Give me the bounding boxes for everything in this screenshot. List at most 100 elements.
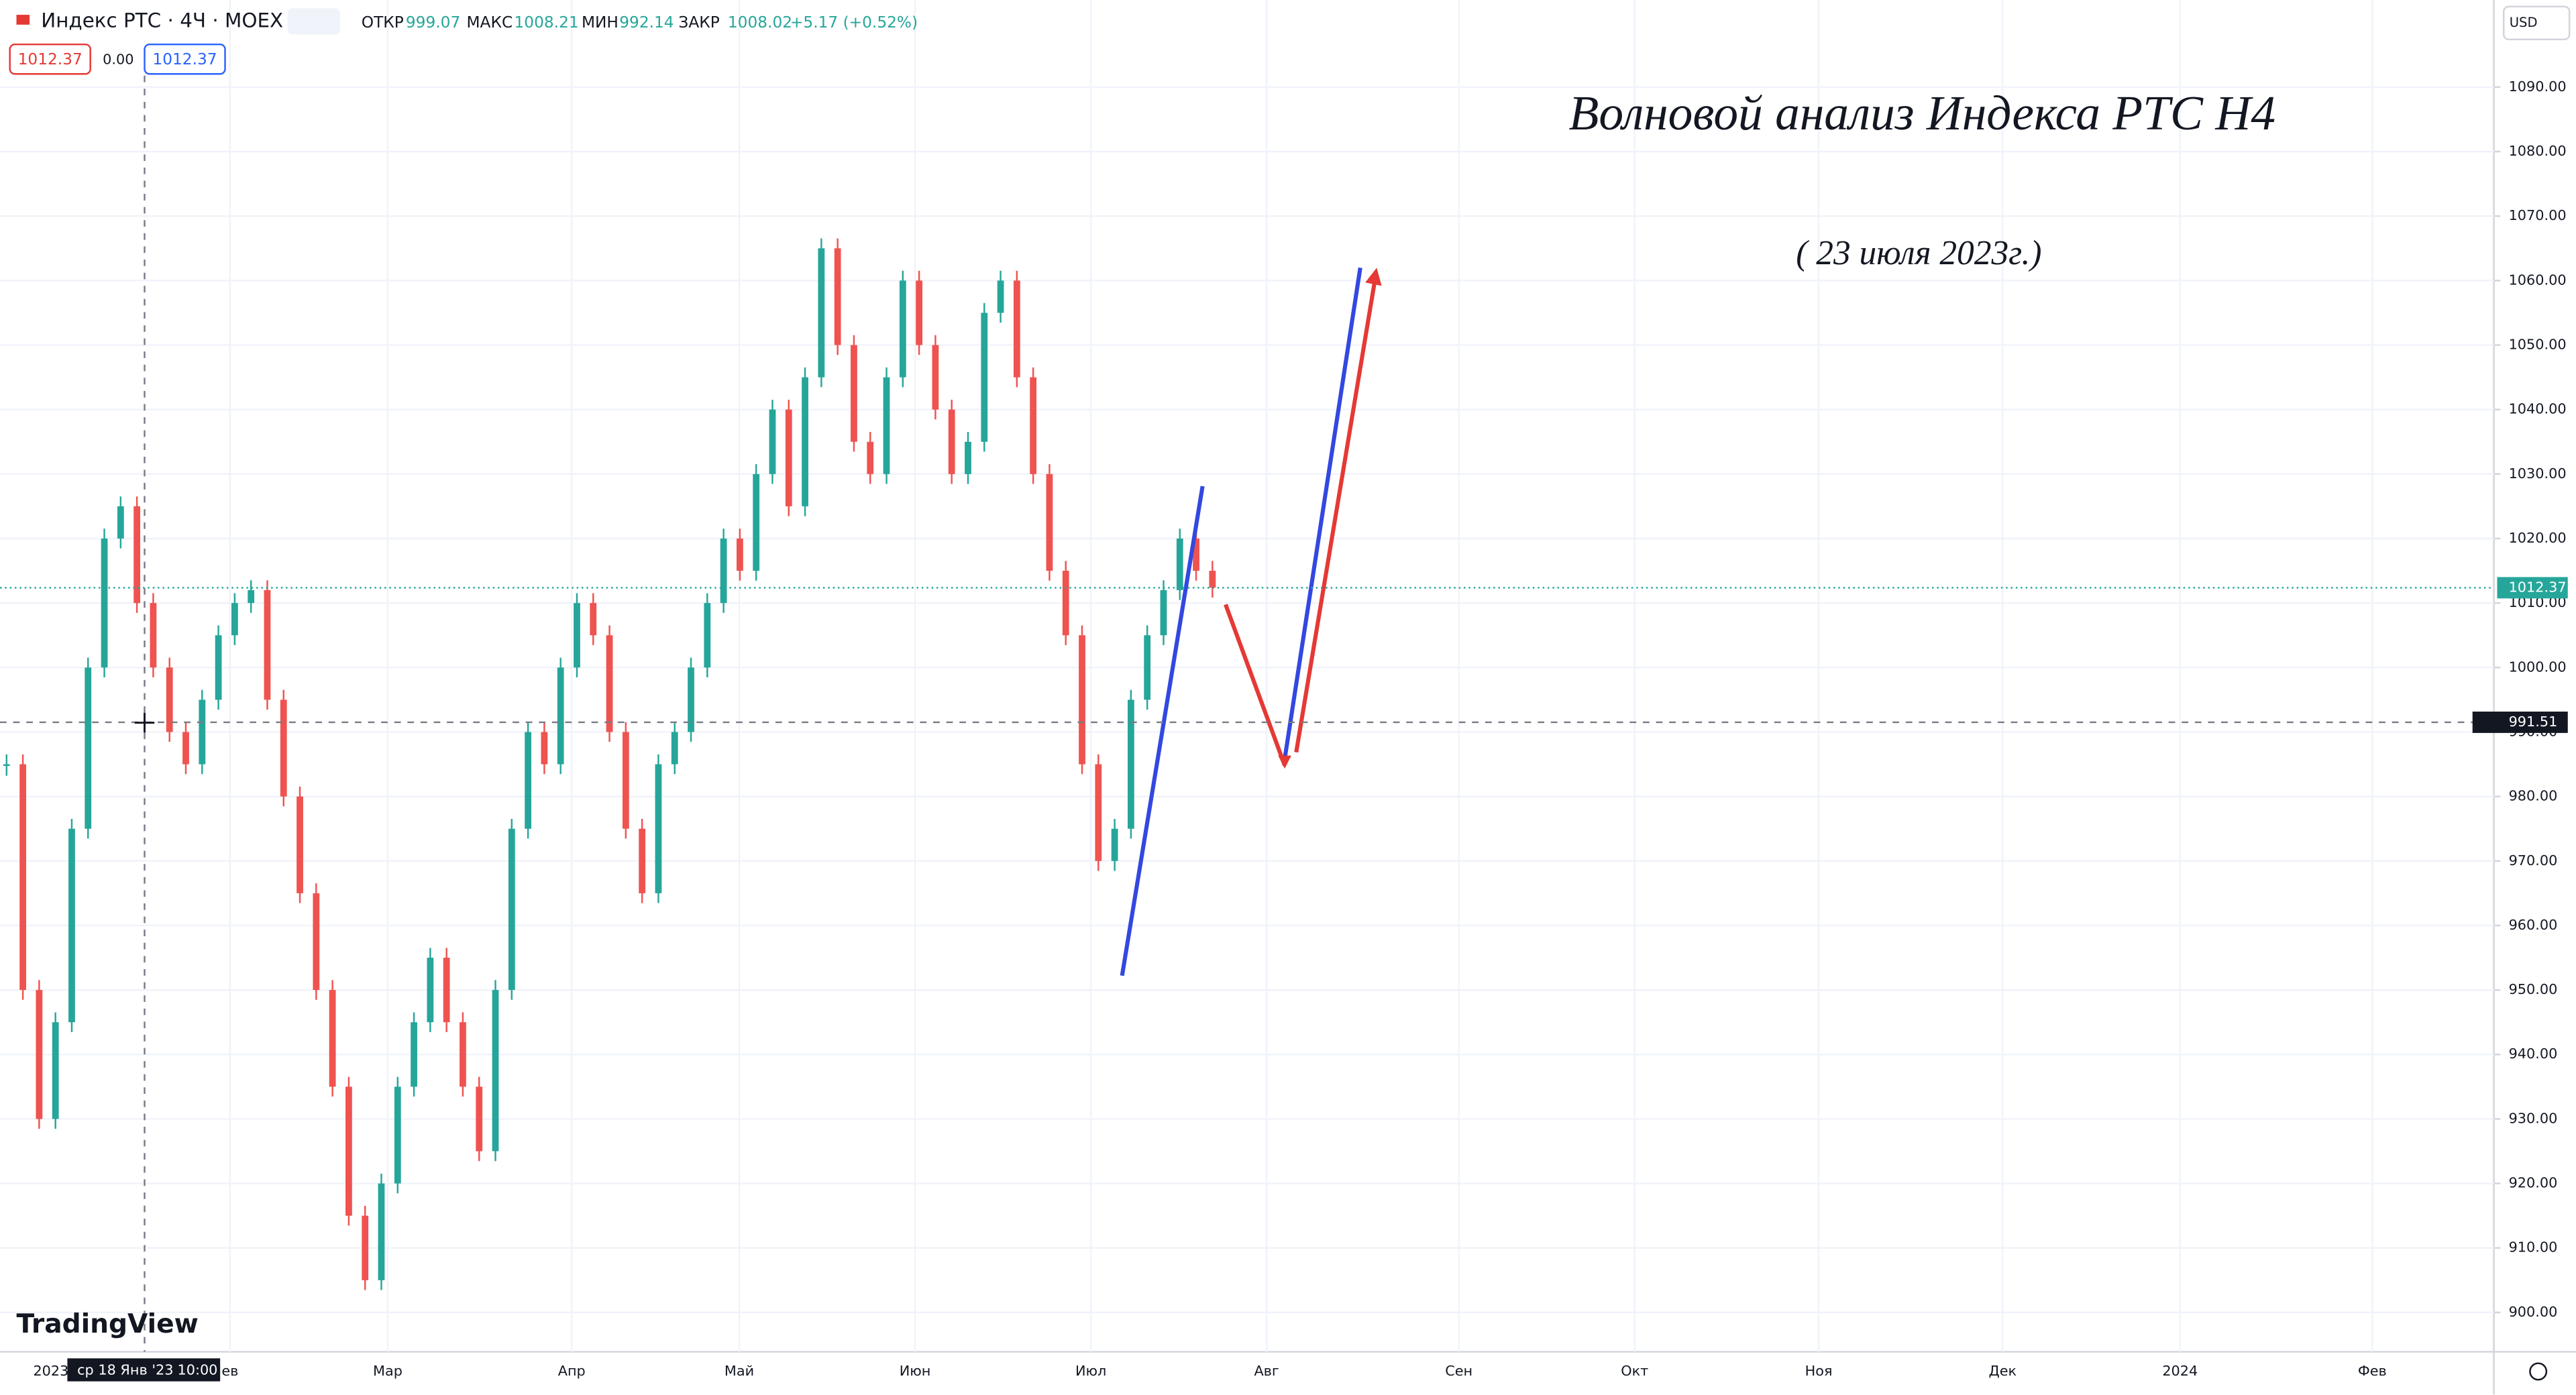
y-tick-label: 900.00 xyxy=(2509,1304,2558,1320)
candle xyxy=(883,377,890,474)
crosshair-cursor xyxy=(134,712,155,733)
candle xyxy=(769,409,776,474)
y-tick-label: 970.00 xyxy=(2509,852,2558,869)
candle xyxy=(52,1022,59,1119)
candle xyxy=(997,280,1004,313)
change: +5.17 (+0.52%) xyxy=(790,13,918,32)
toggle[interactable] xyxy=(287,8,340,35)
label: МИН xyxy=(582,13,619,32)
candle xyxy=(1013,280,1020,378)
x-tick-label: 2023 xyxy=(33,1363,68,1379)
chart-title: Волновой анализ Индекса РТС Н4 xyxy=(1568,86,2275,140)
y-tick-label: 1000.00 xyxy=(2509,659,2567,675)
candle xyxy=(248,590,255,604)
x-tick-label: Фев xyxy=(2358,1363,2387,1379)
candle xyxy=(655,764,662,893)
candle xyxy=(36,990,43,1119)
x-tick-label: 2024 xyxy=(2162,1363,2198,1379)
x-tick-label: Авг xyxy=(1254,1363,1279,1379)
candle xyxy=(378,1183,385,1280)
value: 1008.02 xyxy=(728,13,792,32)
candle xyxy=(182,732,189,765)
candle xyxy=(1209,571,1216,588)
candle xyxy=(785,409,792,506)
candle xyxy=(525,732,532,829)
currency-button[interactable] xyxy=(2503,5,2571,41)
candle xyxy=(264,590,271,700)
candle xyxy=(117,506,124,539)
x-tick-label: Мар xyxy=(373,1363,402,1379)
candle xyxy=(85,667,92,829)
crosshair-date: ср 18 Янв '23 xyxy=(77,1362,173,1378)
label: МАКС xyxy=(467,13,513,32)
value: 1008.21 xyxy=(515,13,579,32)
candle xyxy=(834,248,841,345)
bid-box[interactable] xyxy=(9,43,91,75)
candle xyxy=(671,732,678,765)
candle xyxy=(508,828,515,991)
y-tick-label: 930.00 xyxy=(2509,1110,2558,1126)
y-tick-label: 1020.00 xyxy=(2509,530,2567,546)
ask: 1012.37 xyxy=(152,50,217,68)
x-tick-label: Май xyxy=(724,1363,754,1379)
y-tick-label: 1080.00 xyxy=(2509,143,2567,159)
flag xyxy=(16,15,30,25)
candle xyxy=(280,700,287,797)
candle xyxy=(1030,377,1037,474)
candle xyxy=(851,345,857,442)
y-tick-label: 1070.00 xyxy=(2509,207,2567,223)
candle xyxy=(3,764,10,766)
x-tick-label: Сен xyxy=(1445,1363,1472,1379)
y-tick-label: 940.00 xyxy=(2509,1046,2558,1062)
candles xyxy=(3,238,1216,1290)
candle xyxy=(297,796,303,893)
arrow-head xyxy=(1365,268,1382,286)
y-tick-label: 920.00 xyxy=(2509,1175,2558,1191)
candle xyxy=(427,958,434,1023)
currency: USD xyxy=(2510,15,2538,30)
candle xyxy=(101,538,108,668)
y-tick-label: 960.00 xyxy=(2509,917,2558,933)
candle xyxy=(737,538,743,571)
candle xyxy=(704,603,711,668)
candle xyxy=(443,958,450,1023)
y-tick-label: 1060.00 xyxy=(2509,272,2567,288)
candle xyxy=(818,248,825,378)
candle xyxy=(867,441,874,474)
candle xyxy=(1160,590,1167,636)
settings-icon[interactable] xyxy=(2529,1362,2548,1381)
candle xyxy=(166,667,173,732)
bid: 1012.37 xyxy=(18,50,83,68)
candle xyxy=(1095,764,1102,861)
candle xyxy=(802,377,808,506)
x-tick-label: Апр xyxy=(558,1363,586,1379)
y-tick-label: 980.00 xyxy=(2509,788,2558,804)
candle xyxy=(899,280,906,378)
wave-line xyxy=(1120,486,1205,976)
candle xyxy=(753,473,760,571)
candle xyxy=(590,603,597,636)
candle xyxy=(965,441,971,474)
grid xyxy=(0,0,2494,1352)
candle xyxy=(541,732,548,765)
candle xyxy=(329,990,336,1087)
arrow-head xyxy=(1278,755,1291,769)
candle xyxy=(476,1086,483,1152)
value: 992.14 xyxy=(619,13,674,32)
candle xyxy=(1193,538,1199,571)
candle xyxy=(916,280,923,345)
candle xyxy=(1079,635,1085,765)
x-tick-label: Окт xyxy=(1621,1363,1648,1379)
candle xyxy=(574,603,580,668)
candle xyxy=(557,667,564,765)
candle xyxy=(460,1022,466,1087)
ask-box[interactable] xyxy=(144,43,226,75)
drawings xyxy=(1120,267,1382,976)
label: ОТКР xyxy=(362,13,404,32)
chart-subtitle: ( 23 июля 2023г.) xyxy=(1796,234,2041,272)
candle xyxy=(622,732,629,829)
candle xyxy=(199,700,206,765)
x-tick-label: Ноя xyxy=(1805,1363,1833,1379)
